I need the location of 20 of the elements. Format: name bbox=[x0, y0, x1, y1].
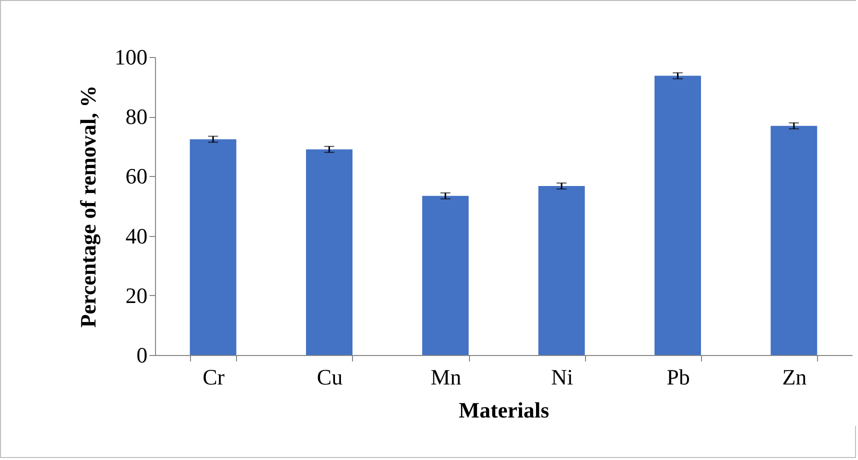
bar bbox=[190, 139, 236, 355]
x-tick-label: Cu bbox=[316, 364, 343, 390]
x-tick-label: Cr bbox=[202, 364, 226, 390]
x-tick-label: Ni bbox=[551, 364, 574, 390]
x-axis-title: Materials bbox=[458, 398, 550, 422]
y-tick-label: 0 bbox=[136, 342, 148, 368]
y-axis-title: Percentage of removal, % bbox=[76, 85, 100, 328]
y-tick-label: 100 bbox=[114, 44, 148, 70]
y-tick-label: 40 bbox=[126, 223, 148, 248]
bar bbox=[538, 186, 585, 355]
bar bbox=[422, 196, 469, 355]
x-tick-label: Zn bbox=[782, 364, 807, 390]
y-tick-label: 20 bbox=[126, 282, 148, 308]
x-tick-label: Mn bbox=[430, 364, 462, 390]
bar bbox=[770, 126, 818, 355]
bar bbox=[306, 149, 352, 355]
y-tick-label: 60 bbox=[126, 164, 148, 189]
y-tick-label: 80 bbox=[126, 104, 148, 130]
bar bbox=[654, 76, 701, 355]
x-tick-label: Pb bbox=[666, 364, 690, 390]
